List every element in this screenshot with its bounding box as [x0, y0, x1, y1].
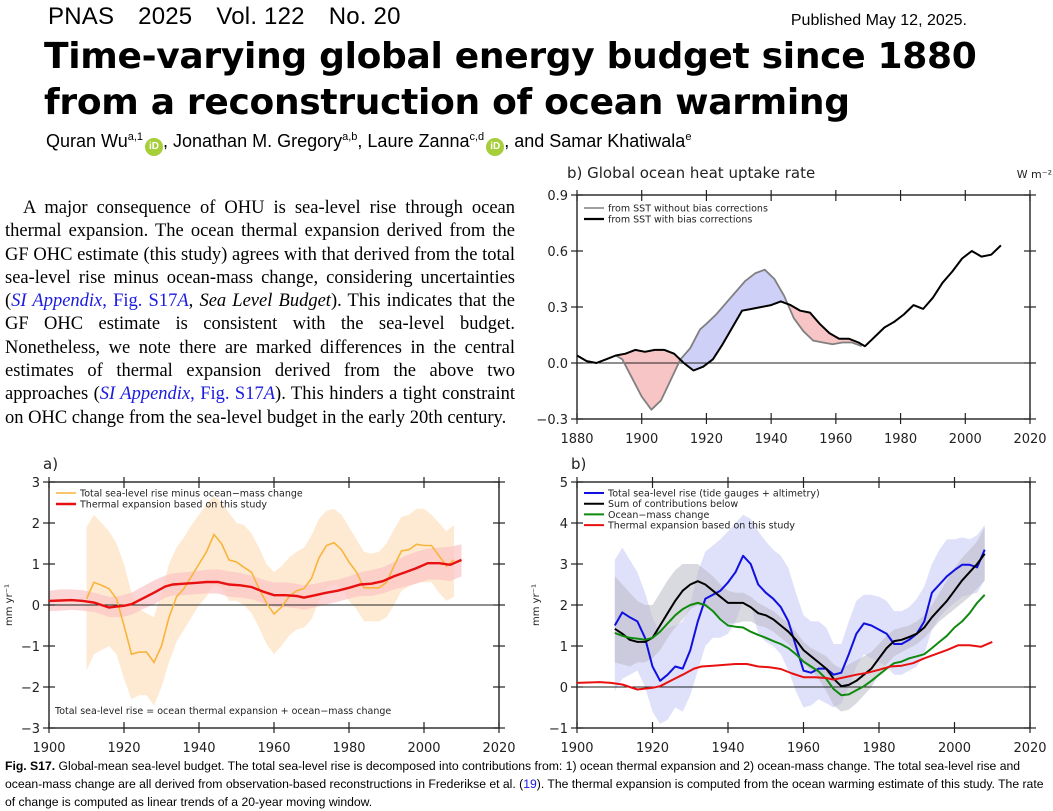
difference-fill	[616, 349, 680, 410]
band-group	[49, 496, 462, 706]
si-appendix-link[interactable]: SI Appendix, Fig. S17A	[11, 291, 189, 312]
author[interactable]: Laure Zannac,d	[367, 131, 485, 151]
y-tick-label: 1	[32, 558, 40, 573]
y-axis-label: mm yr⁻¹	[4, 584, 15, 626]
legend-label: Thermal expansion based on this study	[607, 521, 795, 532]
legend-label: Sum of contributions below	[608, 499, 738, 510]
y-tick-label: −3	[21, 722, 40, 737]
x-tick-label: 1940	[711, 741, 744, 755]
orcid-icon[interactable]: iD	[145, 138, 163, 156]
x-tick-label: 1940	[182, 741, 215, 755]
author[interactable]: Jonathan M. Gregorya,b	[173, 131, 358, 151]
legend-label: from SST with bias corrections	[608, 215, 752, 226]
difference-fill	[788, 304, 862, 347]
y-tick-label: 0	[560, 681, 568, 696]
legend-label: Ocean−mass change	[608, 510, 709, 521]
y-tick-label: 5	[560, 476, 568, 491]
series-line-uncorrected	[576, 268, 863, 411]
y-tick-label: 0.9	[547, 189, 568, 204]
journal-name: PNAS	[48, 3, 115, 30]
x-tick-label: 2000	[949, 432, 982, 447]
y-tick-label: −1	[549, 722, 568, 737]
caption-label: Fig. S17.	[5, 759, 56, 773]
author[interactable]: Samar Khatiwalae	[549, 131, 692, 151]
band-group	[614, 514, 985, 724]
series-line-thermal	[48, 558, 462, 609]
figure-caption: Fig. S17. Global-mean sea-level budget. …	[5, 759, 1044, 809]
x-tick-label: 2020	[1013, 432, 1046, 447]
series-line-ocean-mass	[614, 594, 986, 697]
x-tick-label: 1920	[107, 741, 140, 755]
chart-title: b) Global ocean heat uptake rate	[567, 164, 815, 182]
legend-label: Thermal expansion based on this study	[79, 500, 267, 511]
y-tick-label: 2	[32, 517, 40, 532]
x-tick-label: 1900	[560, 741, 593, 755]
uncertainty-band-total	[614, 514, 985, 724]
fill-group	[577, 269, 862, 410]
x-tick-label: 1940	[755, 432, 788, 447]
legend-label: from SST without bias corrections	[608, 204, 768, 215]
y-axis-label: mm yr⁻¹	[531, 584, 542, 626]
y-tick-label: 1	[560, 640, 568, 655]
ohu-chart: b) Global ocean heat uptake rate W m⁻² 188…	[536, 164, 1052, 447]
orcid-icon[interactable]: iD	[486, 138, 505, 156]
x-tick-label: 1980	[884, 432, 917, 447]
x-tick-label: 1900	[32, 741, 65, 755]
x-tick-label: 1980	[332, 741, 365, 755]
section-reference: Sea Level Budget	[199, 291, 331, 312]
series-line-bias-corrected	[576, 244, 1002, 372]
y-tick-label: 0.6	[547, 245, 568, 260]
x-tick-label: 2000	[938, 741, 971, 755]
x-tick-label: 1900	[625, 432, 658, 447]
journal-year: 2025	[138, 3, 193, 30]
equation-annotation: Total sea-level rise = ocean thermal exp…	[54, 706, 391, 717]
x-tick-label: 1980	[862, 741, 895, 755]
y-tick-label: −0.3	[536, 413, 568, 428]
y-tick-label: 4	[560, 517, 568, 532]
series-line-residual	[85, 532, 455, 664]
y-tick-label: 3	[560, 558, 568, 573]
series-line-sum	[614, 553, 986, 688]
journal-info: PNAS 2025 Vol. 122 No. 20	[48, 3, 425, 31]
journal-number: No. 20	[328, 3, 401, 30]
x-tick-label: 1880	[560, 432, 593, 447]
difference-fill	[680, 269, 788, 371]
x-tick-label: 2020	[482, 741, 515, 755]
reference-link[interactable]: 19	[523, 777, 537, 791]
title-line-1: Time-varying global energy budget since …	[44, 36, 977, 77]
series-line-thermal	[576, 640, 993, 691]
journal-volume: Vol. 122	[216, 3, 305, 30]
sea-level-chart-a: a) 1900 1920 1940 1960 1980 2000 2020 −3 −2 −1 0 1 2 3…	[4, 455, 516, 755]
author[interactable]: Quran Wua,1	[46, 131, 143, 151]
y-tick-label: 0	[32, 599, 40, 614]
y-tick-label: 3	[32, 476, 40, 491]
y-tick-label: 0.0	[547, 357, 568, 372]
legend-label: Total sea-level rise (tide gauges + alti…	[607, 489, 820, 500]
y-tick-label: −1	[21, 640, 40, 655]
published-date: Published May 12, 2025.	[790, 12, 967, 29]
x-tick-label: 1960	[257, 741, 290, 755]
title-line-2: from a reconstruction of ocean warming	[44, 82, 850, 123]
y-tick-label: 2	[560, 599, 568, 614]
x-tick-label: 1920	[690, 432, 723, 447]
sea-level-chart-b: b) 1900 1920 1940 1960 1980 2000 2020 −1 0 1 2 3 4 5 mm…	[531, 455, 1047, 755]
author-list: Quran Wua,1iD, Jonathan M. Gregorya,b, L…	[46, 131, 691, 156]
x-tick-label: 1960	[787, 741, 820, 755]
x-tick-label: 1960	[819, 432, 852, 447]
panel-label: b)	[571, 455, 586, 473]
paper-title: Time-varying global energy budget since …	[44, 34, 977, 126]
panel-label: a)	[43, 455, 58, 473]
body-paragraph: A major consequence of OHU is sea-level …	[5, 198, 516, 428]
x-tick-label: 2020	[1013, 741, 1046, 755]
legend-label: Total sea-level rise minus ocean−mass ch…	[79, 489, 303, 500]
si-appendix-link[interactable]: SI Appendix, Fig. S17A	[99, 384, 276, 405]
y-tick-label: −2	[21, 681, 40, 696]
units-label: W m⁻²	[1017, 168, 1052, 181]
x-tick-label: 2000	[407, 741, 440, 755]
x-tick-label: 1920	[636, 741, 669, 755]
y-tick-label: 0.3	[547, 301, 568, 316]
uncertainty-band-sum	[614, 527, 985, 712]
